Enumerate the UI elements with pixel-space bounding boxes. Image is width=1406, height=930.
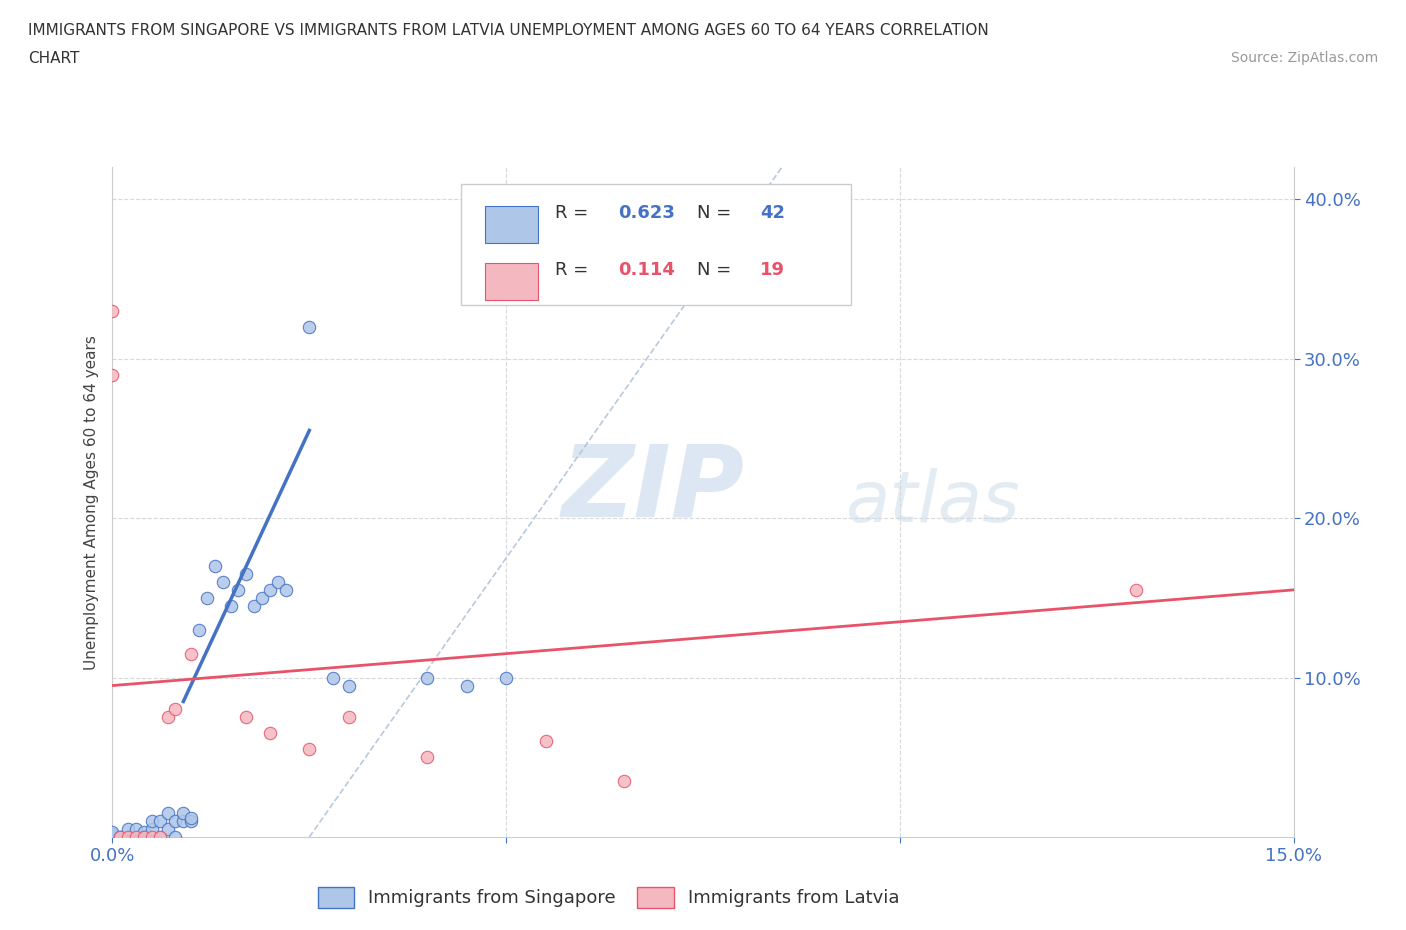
Point xyxy=(180,646,202,661)
Point xyxy=(165,814,187,829)
Point xyxy=(219,598,242,613)
Point xyxy=(125,830,148,844)
Point xyxy=(132,830,155,844)
Point xyxy=(141,814,163,829)
Point xyxy=(180,810,202,825)
Point xyxy=(101,830,124,844)
Point xyxy=(117,830,139,844)
Point xyxy=(613,774,636,789)
Point xyxy=(204,559,226,574)
Point xyxy=(149,814,172,829)
Point xyxy=(416,750,439,764)
Point xyxy=(101,830,124,844)
Text: 0.114: 0.114 xyxy=(619,260,675,279)
Point xyxy=(132,830,155,844)
Point xyxy=(165,830,187,844)
Point xyxy=(117,830,139,844)
Text: ZIP: ZIP xyxy=(561,440,744,538)
Text: 19: 19 xyxy=(759,260,785,279)
Point xyxy=(101,825,124,840)
Point xyxy=(117,821,139,836)
FancyBboxPatch shape xyxy=(461,184,851,305)
Point xyxy=(156,805,179,820)
Point xyxy=(228,582,250,597)
Text: R =: R = xyxy=(555,204,595,221)
Point xyxy=(101,367,124,382)
FancyBboxPatch shape xyxy=(485,263,537,299)
Point xyxy=(243,598,266,613)
Legend: Immigrants from Singapore, Immigrants from Latvia: Immigrants from Singapore, Immigrants fr… xyxy=(311,880,907,915)
Point xyxy=(274,582,297,597)
Point xyxy=(322,671,344,685)
Point xyxy=(172,805,194,820)
Text: 42: 42 xyxy=(759,204,785,221)
Point xyxy=(495,671,517,685)
Point xyxy=(101,827,124,842)
Point xyxy=(259,582,281,597)
Point xyxy=(110,830,132,844)
Point xyxy=(337,678,360,693)
FancyBboxPatch shape xyxy=(485,206,537,243)
Point xyxy=(235,710,257,724)
Text: N =: N = xyxy=(697,260,737,279)
Point xyxy=(298,742,321,757)
Point xyxy=(141,821,163,836)
Text: atlas: atlas xyxy=(845,468,1019,537)
Y-axis label: Unemployment Among Ages 60 to 64 years: Unemployment Among Ages 60 to 64 years xyxy=(83,335,98,670)
Point xyxy=(298,319,321,334)
Text: N =: N = xyxy=(697,204,737,221)
Text: R =: R = xyxy=(555,260,595,279)
Point xyxy=(165,702,187,717)
Point xyxy=(149,830,172,844)
Point xyxy=(416,671,439,685)
Point xyxy=(125,830,148,844)
Point xyxy=(267,575,290,590)
Point xyxy=(132,825,155,840)
Point xyxy=(259,726,281,741)
Point xyxy=(195,591,218,605)
Point xyxy=(110,830,132,844)
Point xyxy=(156,821,179,836)
Point xyxy=(1125,582,1147,597)
Point xyxy=(188,622,211,637)
Point xyxy=(172,814,194,829)
Text: Source: ZipAtlas.com: Source: ZipAtlas.com xyxy=(1230,51,1378,65)
Point xyxy=(250,591,273,605)
Point xyxy=(211,575,233,590)
Point xyxy=(235,566,257,581)
Point xyxy=(110,830,132,844)
Point xyxy=(534,734,557,749)
Point xyxy=(101,303,124,318)
Point xyxy=(156,710,179,724)
Text: CHART: CHART xyxy=(28,51,80,66)
Text: 0.623: 0.623 xyxy=(619,204,675,221)
Point xyxy=(337,710,360,724)
Point xyxy=(125,821,148,836)
Text: IMMIGRANTS FROM SINGAPORE VS IMMIGRANTS FROM LATVIA UNEMPLOYMENT AMONG AGES 60 T: IMMIGRANTS FROM SINGAPORE VS IMMIGRANTS … xyxy=(28,23,988,38)
Point xyxy=(141,830,163,844)
Point xyxy=(456,678,478,693)
Point xyxy=(149,830,172,844)
Point xyxy=(180,814,202,829)
